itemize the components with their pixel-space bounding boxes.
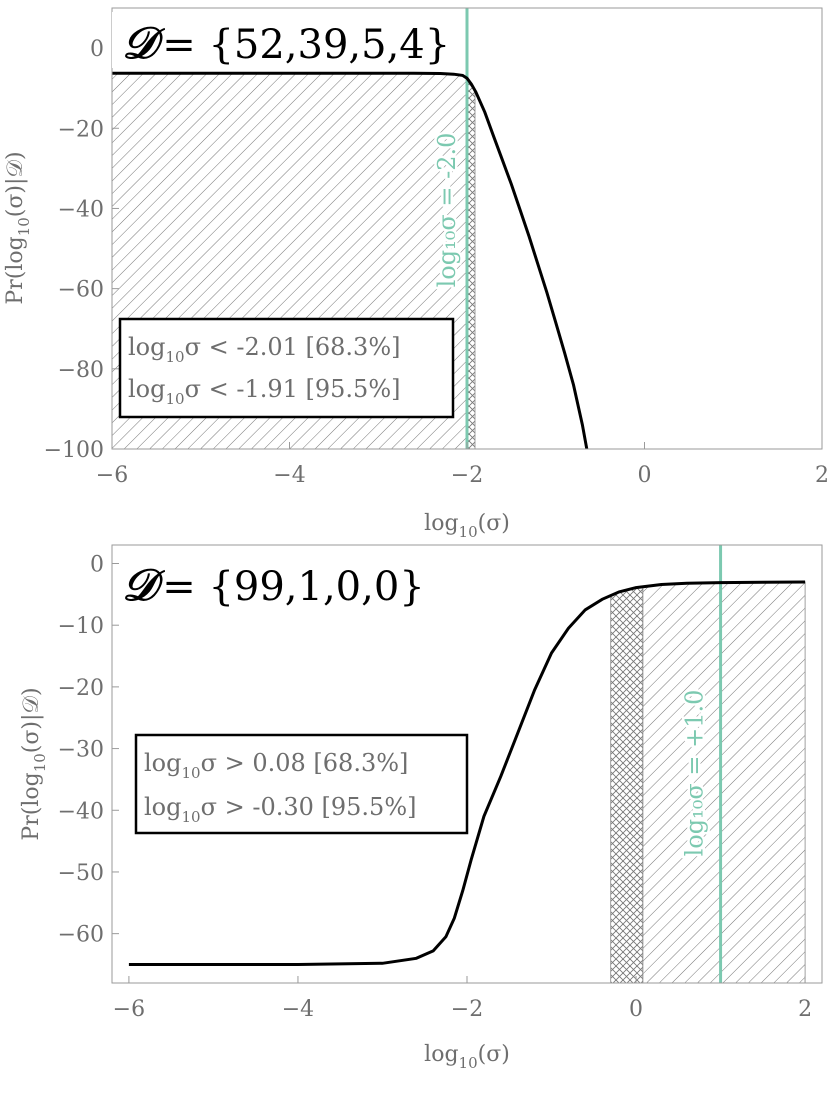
panel-top: log₁₀σ = -2.0 −6 −4 −2 0 2 0−20−40−60−80−100… xyxy=(3,7,829,541)
y-tick-label: 0 xyxy=(90,553,104,578)
title-text: = {52,39,5,4} xyxy=(162,22,450,68)
x-tick-label: −6 xyxy=(96,463,128,488)
hatch-region-cross xyxy=(610,586,644,984)
y-tick-label: −20 xyxy=(58,676,104,701)
y-tick-label: −60 xyxy=(58,278,104,303)
x-ticks: −6 −4 −2 0 2 xyxy=(96,442,829,488)
y-tick-label: −40 xyxy=(58,197,104,222)
y-tick-label: 0 xyxy=(90,37,104,62)
y-tick-label: −40 xyxy=(58,799,104,824)
x-tick-label: −4 xyxy=(273,463,305,488)
legend-box: log10σ > 0.08 [68.3%] log10σ > -0.30 [95… xyxy=(134,733,469,835)
y-tick-label: −10 xyxy=(58,614,104,639)
y-tick-label: −80 xyxy=(58,358,104,383)
svg-text:𝒟 = {99,1,0,0}: 𝒟 = {99,1,0,0} xyxy=(122,560,425,611)
y-tick-label: −60 xyxy=(58,923,104,948)
x-axis-label: log10(σ) xyxy=(424,511,510,541)
x-tick-label: −2 xyxy=(451,997,483,1022)
likelihood-curve xyxy=(128,580,806,966)
legend-line-2: log10σ > -0.30 [95.5%] xyxy=(144,793,417,826)
y-tick-label: −30 xyxy=(58,738,104,763)
vline-label: log₁₀σ = +1.0 xyxy=(681,690,709,857)
y-ticks: 0 −20 −40 −60 −80 −100 xyxy=(44,37,119,463)
x-tick-label: 2 xyxy=(815,463,829,488)
legend-line-2: log10σ < -1.91 [95.5%] xyxy=(128,375,401,408)
likelihood-curve xyxy=(112,71,589,450)
y-tick-label: −50 xyxy=(58,861,104,886)
x-tick-label: −6 xyxy=(113,997,145,1022)
svg-text:𝒟 = {52,39,5,4}: 𝒟 = {52,39,5,4} xyxy=(122,18,450,69)
legend-line-1: log10σ > 0.08 [68.3%] xyxy=(144,749,408,782)
y-tick-label: −100 xyxy=(44,438,104,463)
y-axis-label: Pr(log10(σ)|𝒟) xyxy=(3,151,33,304)
hatch-region-single xyxy=(642,581,806,984)
legend-box: log10σ < -2.01 [68.3%] log10σ < -1.91 [9… xyxy=(118,317,455,419)
x-tick-label: −4 xyxy=(282,997,314,1022)
y-tick-label: −20 xyxy=(58,117,104,142)
chart-title: 𝒟 = {99,1,0,0} xyxy=(122,560,425,611)
chart-title: 𝒟 = {52,39,5,4} xyxy=(112,12,450,69)
title-symbol: 𝒟 xyxy=(122,560,166,611)
x-tick-label: −2 xyxy=(451,463,483,488)
y-ticks: 0 −10 −20 −30 −40 −50 −60 xyxy=(58,553,119,948)
legend-line-1: log10σ < -2.01 [68.3%] xyxy=(128,333,401,366)
y-axis-label: Pr(log10(σ)|𝒟) xyxy=(19,687,49,840)
vline-label: log₁₀σ = -2.0 xyxy=(433,133,461,288)
x-ticks: −6 −4 −2 0 2 xyxy=(113,976,812,1022)
x-tick-label: 2 xyxy=(798,997,812,1022)
panel-bottom: log₁₀σ = +1.0 −6 −4 −2 0 2 0−10−20−30−40−50−… xyxy=(19,544,823,1072)
x-tick-label: 0 xyxy=(638,463,652,488)
title-text: = {99,1,0,0} xyxy=(162,564,425,610)
x-axis-label: log10(σ) xyxy=(424,1042,510,1072)
x-tick-label: 0 xyxy=(629,997,643,1022)
